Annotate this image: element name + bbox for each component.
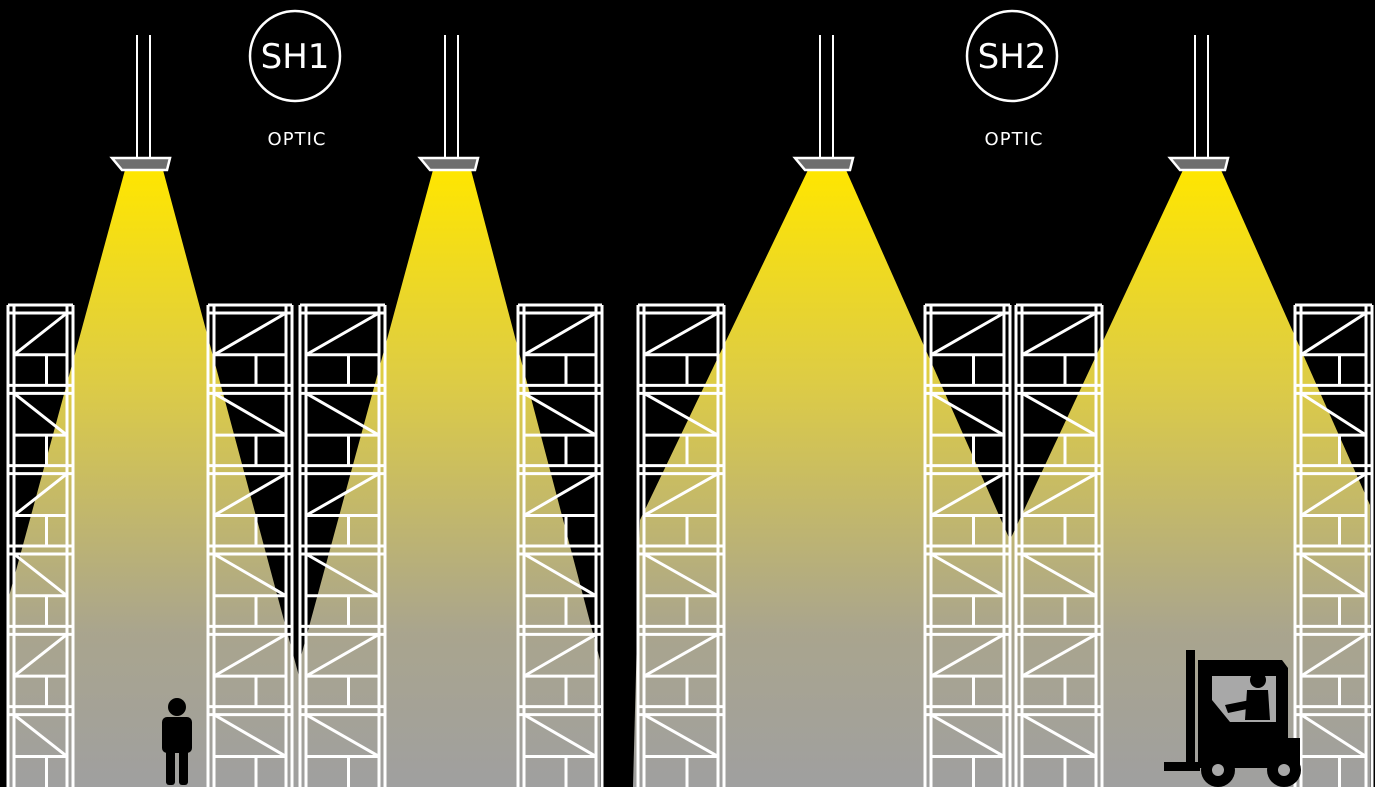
rack-1: [6, 303, 75, 787]
rack-6: [923, 303, 1012, 787]
rack-4: [516, 303, 604, 787]
optic-badge-sh1: SH1 OPTIC: [248, 9, 342, 150]
optic-label-sh1: SH1: [261, 37, 330, 77]
storage-racks: [6, 303, 1374, 787]
rack-5: [636, 303, 726, 787]
optic-caption-sh2: OPTIC: [985, 129, 1044, 150]
beam-sh1-left: [8, 170, 300, 787]
optic-label-sh2: SH2: [978, 37, 1047, 77]
light-fixture-1: [109, 35, 172, 172]
rack-3: [298, 303, 387, 787]
light-fixture-4: [1167, 35, 1230, 172]
person-icon: [162, 698, 192, 785]
rack-7: [1014, 303, 1104, 787]
beam-sh2-right: [1010, 170, 1370, 787]
rack-2: [206, 303, 294, 787]
beam-sh1-right: [300, 170, 600, 787]
forklift-icon: [1164, 650, 1301, 787]
light-fixture-2: [417, 35, 480, 172]
optic-caption-sh1: OPTIC: [268, 129, 327, 150]
rack-8: [1293, 303, 1374, 787]
beam-sh2-left: [633, 170, 1010, 787]
optic-badge-sh2: SH2 OPTIC: [965, 9, 1059, 150]
light-fixture-3: [792, 35, 855, 172]
